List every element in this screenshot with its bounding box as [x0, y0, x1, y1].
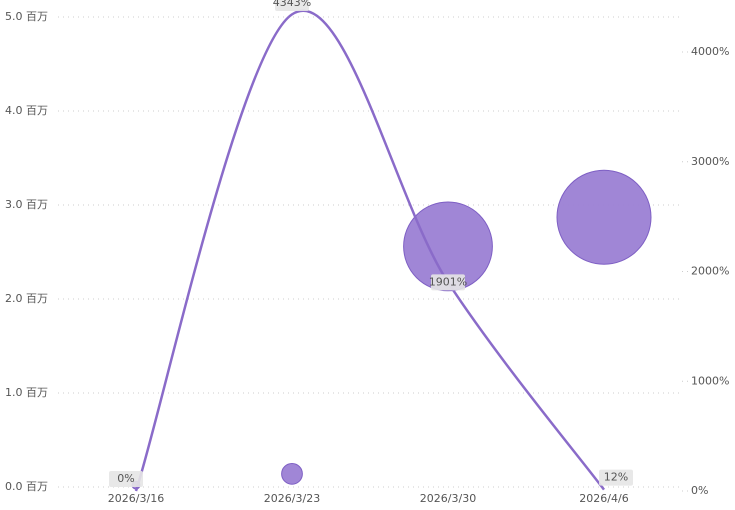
data-label: 0% — [117, 472, 134, 485]
y-tick-label: 4.0 百万 — [5, 104, 48, 117]
y-tick-label: 5.0 百万 — [5, 10, 48, 23]
x-tick-label: 2026/4/6 — [579, 492, 628, 505]
y2-tick-label: 0% — [691, 484, 708, 497]
data-label-bg — [431, 274, 465, 291]
data-label: 12% — [604, 471, 628, 484]
bubble — [403, 201, 493, 292]
data-label-bg — [599, 469, 633, 486]
data-label-bg — [275, 0, 309, 11]
y2-tick-label: 2000% — [691, 265, 729, 278]
y2-tick-label: 1000% — [691, 374, 729, 387]
bubble — [281, 462, 303, 485]
y-tick-label: 2.0 百万 — [5, 292, 48, 305]
x-tick-label: 2026/3/16 — [108, 492, 164, 505]
data-label: 4343% — [273, 0, 311, 9]
y2-tick-label: 4000% — [691, 45, 729, 58]
y2-tick-label: 3000% — [691, 155, 729, 168]
data-label: 1901% — [429, 275, 467, 288]
bubble — [556, 169, 652, 265]
x-tick-label: 2026/3/30 — [420, 492, 476, 505]
y-tick-label: 0.0 百万 — [5, 480, 48, 493]
line — [134, 9, 605, 492]
data-label-bg — [109, 471, 143, 487]
y-tick-label: 1.0 百万 — [5, 386, 48, 399]
x-tick-label: 2026/3/23 — [264, 492, 320, 505]
y-tick-label: 3.0 百万 — [5, 198, 48, 211]
